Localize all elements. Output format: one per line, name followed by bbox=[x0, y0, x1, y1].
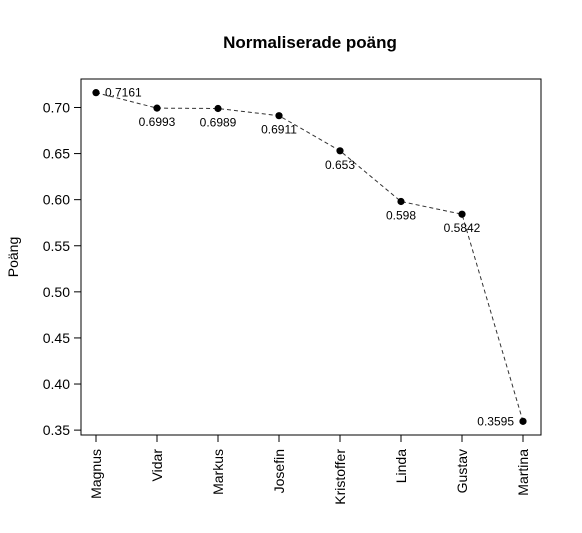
y-tick-label: 0.60 bbox=[43, 192, 70, 208]
data-label: 0.653 bbox=[325, 158, 355, 172]
data-point bbox=[397, 197, 405, 206]
y-tick-label: 0.70 bbox=[43, 99, 70, 115]
x-tick-label: Magnus bbox=[88, 449, 104, 499]
data-label: 0.3595 bbox=[477, 414, 514, 428]
y-axis: 0.35 0.40 0.45 0.50 0.55 0.60 0.65 0.70 bbox=[43, 99, 82, 438]
data-point bbox=[92, 89, 100, 97]
data-point bbox=[153, 104, 161, 112]
data-label: 0.6993 bbox=[139, 115, 176, 129]
data-labels: 0.7161 0.6993 0.6989 0.6911 0.653 0.598 0.5842… bbox=[105, 86, 514, 429]
y-tick-label: 0.35 bbox=[43, 422, 70, 438]
data-points bbox=[92, 89, 527, 425]
x-tick-label: Martina bbox=[515, 449, 531, 496]
x-tick-label: Kristoffer bbox=[332, 449, 348, 505]
data-point bbox=[519, 417, 527, 425]
data-point bbox=[214, 104, 222, 113]
data-point bbox=[336, 147, 344, 155]
data-point bbox=[458, 210, 466, 218]
plot-frame bbox=[80, 78, 542, 436]
chart-title: Normaliserade poäng bbox=[223, 33, 397, 52]
x-tick-label: Josefin bbox=[271, 449, 287, 493]
data-label: 0.6989 bbox=[200, 115, 237, 129]
y-axis-label: Poäng bbox=[5, 237, 21, 277]
y-tick-label: 0.50 bbox=[43, 284, 70, 300]
x-tick-label: Linda bbox=[393, 449, 409, 483]
x-tick-label: Markus bbox=[210, 449, 226, 495]
data-label: 0.598 bbox=[386, 209, 416, 223]
y-tick-label: 0.40 bbox=[43, 376, 70, 392]
y-tick-label: 0.55 bbox=[43, 238, 70, 254]
y-tick-label: 0.65 bbox=[43, 146, 70, 162]
x-axis: Magnus Vidar Markus Josefin Kristoffer Linda G… bbox=[88, 434, 531, 505]
data-label: 0.5842 bbox=[444, 221, 481, 235]
y-tick-label: 0.45 bbox=[43, 330, 70, 346]
data-label: 0.7161 bbox=[105, 86, 142, 100]
data-label: 0.6911 bbox=[261, 123, 297, 137]
x-tick-label: Vidar bbox=[149, 449, 165, 482]
series-line bbox=[95, 92, 524, 422]
data-point bbox=[275, 112, 283, 120]
x-tick-label: Gustav bbox=[454, 449, 470, 493]
